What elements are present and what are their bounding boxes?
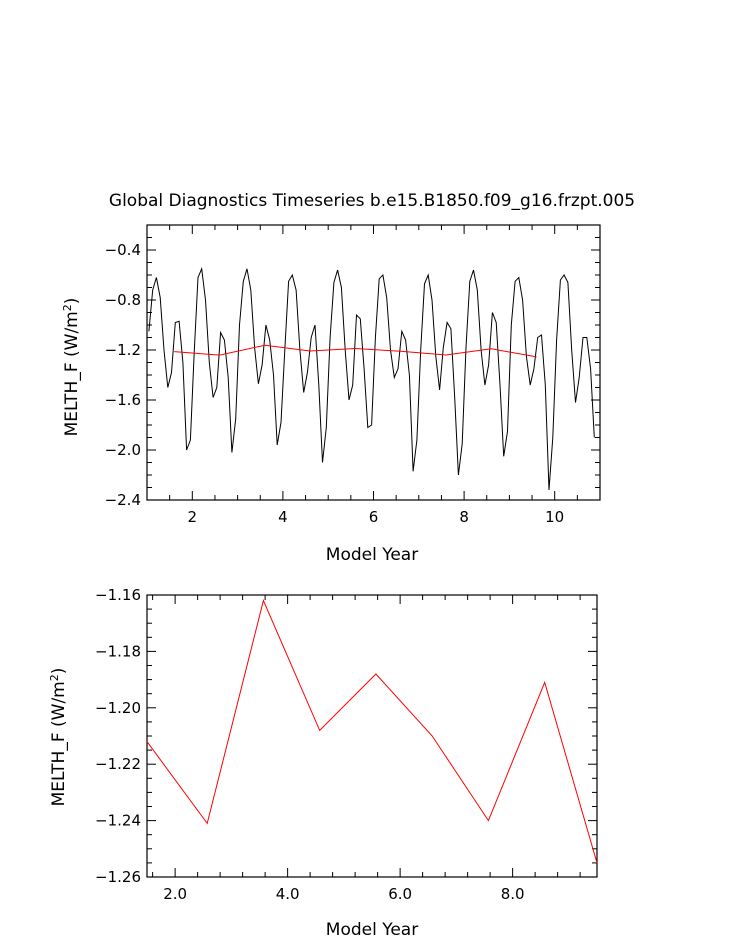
bottom-y-tick-label: −1.22 bbox=[95, 755, 141, 773]
bottom-chart-frame bbox=[146, 594, 598, 878]
bottom-chart-y-axis-label: MELTH_F (W/m2) bbox=[48, 668, 69, 807]
top-chart-frame bbox=[146, 224, 601, 501]
bottom-y-tick-label: −1.16 bbox=[95, 586, 141, 604]
top-monthly-line bbox=[148, 266, 595, 491]
bottom-y-tick-label: −1.24 bbox=[95, 812, 141, 830]
bottom-chart-tick-labels: 2.0 4.0 6.0 8.0 −1.26 −1.24 −1.22 −1.20 −1.18 −1.… bbox=[95, 586, 525, 903]
top-chart-x-axis-label: Model Year bbox=[326, 545, 418, 565]
bottom-chart-series bbox=[146, 599, 598, 864]
top-x-tick-label: 2 bbox=[188, 508, 198, 526]
top-y-tick-label: −0.8 bbox=[105, 291, 141, 309]
bottom-x-tick-label: 4.0 bbox=[276, 885, 300, 903]
top-x-tick-label: 8 bbox=[459, 508, 469, 526]
bottom-y-tick-label: −1.26 bbox=[95, 868, 141, 886]
top-chart-series bbox=[148, 266, 595, 491]
bottom-y-tick-label: −1.18 bbox=[95, 642, 141, 660]
bottom-x-tick-label: 8.0 bbox=[501, 885, 525, 903]
top-y-tick-label: −0.4 bbox=[105, 241, 141, 259]
top-x-tick-label: 10 bbox=[545, 508, 564, 526]
top-x-tick-label: 6 bbox=[369, 508, 379, 526]
top-y-tick-label: −1.6 bbox=[105, 391, 141, 409]
bottom-x-tick-label: 6.0 bbox=[388, 885, 412, 903]
top-chart-ticks bbox=[146, 224, 601, 501]
top-y-tick-label: −2.4 bbox=[105, 491, 141, 509]
bottom-chart-x-axis-label: Model Year bbox=[326, 920, 418, 940]
top-chart-y-axis-label: MELTH_F (W/m2) bbox=[61, 298, 82, 437]
bottom-chart-ticks bbox=[147, 594, 597, 878]
top-y-tick-label: −2.0 bbox=[105, 441, 141, 459]
top-y-tick-label: −1.2 bbox=[105, 341, 141, 359]
top-chart-tick-labels: 2 4 6 8 10 −2.4 −2.0 −1.6 −1.2 −0.8 −0.4 bbox=[105, 241, 565, 526]
top-chart: Global Diagnostics Timeseries b.e15.B185… bbox=[61, 191, 635, 565]
bottom-chart: 2.0 4.0 6.0 8.0 −1.26 −1.24 −1.22 −1.20 −1.18 −1.… bbox=[48, 586, 598, 940]
top-x-tick-label: 4 bbox=[278, 508, 288, 526]
top-annual-mean-line bbox=[174, 344, 537, 358]
bottom-y-tick-label: −1.20 bbox=[95, 699, 141, 717]
bottom-annual-mean-line bbox=[146, 599, 598, 864]
bottom-x-tick-label: 2.0 bbox=[163, 885, 187, 903]
top-chart-title: Global Diagnostics Timeseries b.e15.B185… bbox=[109, 191, 635, 211]
